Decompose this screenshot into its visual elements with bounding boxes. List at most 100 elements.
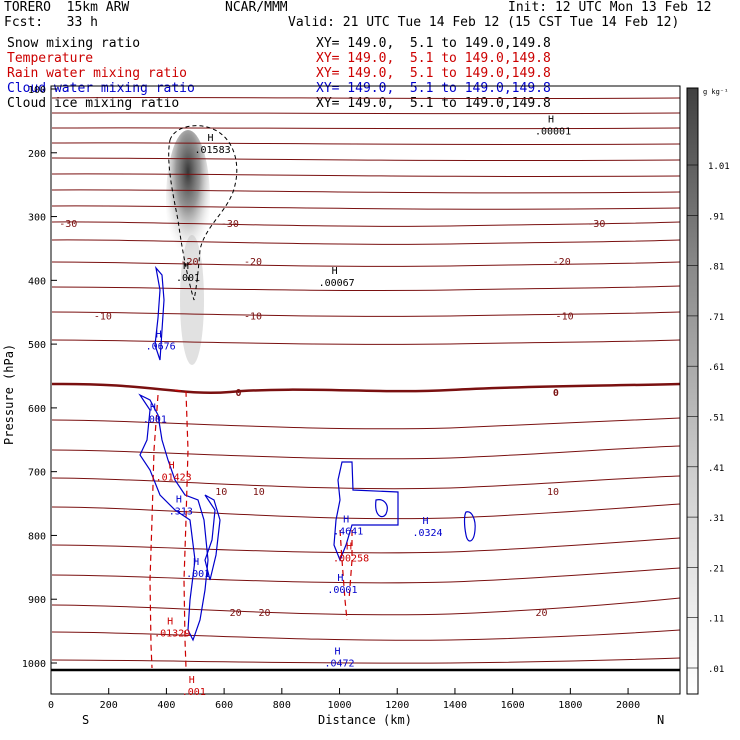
y-tick-label: 700	[28, 468, 46, 479]
temperature-contours	[51, 96, 681, 664]
x-tick-label: 400	[157, 700, 175, 711]
colorbar-tick-label: .11	[708, 615, 724, 625]
colorbar-tick-label: .81	[708, 263, 724, 273]
x-tick-label: 800	[273, 700, 291, 711]
isotherm-label: 0	[236, 388, 242, 399]
isotherm	[51, 382, 681, 395]
isotherm	[51, 173, 681, 177]
x-tick-label: 1400	[443, 700, 467, 711]
y-tick-label: 300	[28, 213, 46, 224]
maximum-value: .01329	[154, 628, 190, 639]
x-tick-label: 1600	[501, 700, 525, 711]
isotherm-label: -20	[553, 257, 571, 268]
maximum-value: .00067	[319, 278, 355, 289]
isotherm-label: -10	[94, 311, 112, 322]
cloud-water-contours	[138, 265, 476, 642]
xy-cloud-ice: XY= 149.0, 5.1 to 149.0,149.8	[316, 96, 551, 111]
field-rain: Rain water mixing ratio	[7, 66, 188, 81]
isotherm-label: 10	[253, 487, 265, 498]
isotherm	[51, 285, 681, 291]
maximum-marker: H	[156, 329, 162, 340]
colorbar: g kg⁻¹ .01 .11 .21 .31 .41 .51 .61 .71 .81 .91 1.0…	[686, 87, 730, 695]
maximum-marker: H	[176, 494, 182, 505]
isotherm-label: -30	[221, 219, 239, 230]
y-tick-label: 100	[28, 85, 46, 96]
isotherm	[51, 445, 681, 460]
maximum-value: .0001	[327, 585, 357, 596]
maximum-marker: H	[169, 461, 175, 472]
model-title: TORERO 15km ARW	[4, 0, 130, 15]
x-axis: 0 200 400 600 800 1000 1200 1400 1600 1800 2000	[48, 688, 640, 711]
colorbar-tick-label: .61	[708, 363, 724, 373]
isotherm	[51, 311, 681, 317]
x-tick-label: 2000	[616, 700, 640, 711]
x-tick-label: 200	[100, 700, 118, 711]
maximum-marker: H	[183, 261, 189, 272]
maximum-value: .001	[176, 273, 200, 284]
isotherm	[51, 142, 681, 146]
isotherm	[51, 189, 681, 194]
colorbar-tick-label: .71	[708, 313, 724, 323]
maximum-marker: H	[167, 616, 173, 627]
isotherm-label: -30	[587, 219, 605, 230]
isotherm	[51, 96, 681, 100]
y-tick-label: 800	[28, 531, 46, 542]
maximum-marker: H	[335, 646, 341, 657]
north-label: N	[657, 713, 664, 727]
x-axis-label: Distance (km)	[318, 713, 412, 727]
isotherm-label: 20	[258, 608, 270, 619]
y-tick-label: 600	[28, 404, 46, 415]
maximum-value: .001	[186, 569, 210, 580]
field-snow: Snow mixing ratio	[7, 36, 141, 51]
maximum-marker: H	[423, 516, 429, 527]
colorbar-unit: g kg⁻¹	[703, 88, 728, 96]
isotherm-label: 10	[547, 487, 559, 498]
maximum-value: .01583	[195, 145, 231, 156]
field-cloud-ice: Cloud ice mixing ratio	[7, 96, 180, 111]
isotherm	[51, 597, 681, 616]
isotherm	[51, 127, 681, 130]
isotherm	[51, 657, 681, 664]
isotherm	[51, 537, 681, 554]
isotherm	[51, 239, 681, 245]
isotherm-label: 10	[215, 487, 227, 498]
y-tick-label: 200	[28, 149, 46, 160]
maximum-value: .001	[182, 687, 206, 698]
y-tick-label: 900	[28, 595, 46, 606]
x-tick-label: 1000	[327, 700, 351, 711]
maximum-value: .001	[143, 415, 167, 426]
maximum-marker: H	[337, 573, 343, 584]
colorbar-tick-label: .21	[708, 564, 724, 574]
y-tick-label: 1000	[22, 659, 46, 670]
colorbar-tick-label: .91	[708, 212, 724, 222]
snow-shading	[166, 130, 210, 365]
x-tick-label: 1200	[385, 700, 409, 711]
maximum-marker: H	[548, 114, 554, 125]
maximum-value: .00001	[535, 126, 571, 137]
isotherm-label: -20	[180, 257, 198, 268]
maximum-value: .4641	[333, 526, 363, 537]
isotherm-label: -20	[244, 257, 262, 268]
maximum-value: .0472	[324, 658, 354, 669]
xy-snow: XY= 149.0, 5.1 to 149.0,149.8	[316, 36, 551, 51]
organization: NCAR/MMM	[225, 0, 288, 15]
maximum-marker: H	[150, 403, 156, 414]
isotherm	[51, 475, 681, 490]
isotherm-label: -10	[556, 311, 574, 322]
isotherm-label: -30	[59, 219, 77, 230]
x-tick-label: 600	[215, 700, 233, 711]
colorbar-tick-label: .01	[708, 665, 724, 675]
south-label: S	[82, 713, 89, 727]
xy-rain: XY= 149.0, 5.1 to 149.0,149.8	[316, 66, 551, 81]
isotherm	[51, 503, 681, 520]
xy-temperature: XY= 149.0, 5.1 to 149.0,149.8	[316, 51, 551, 66]
isotherm	[51, 567, 681, 584]
forecast-hour: Fcst: 33 h	[4, 15, 98, 30]
isotherm-label: -10	[244, 311, 262, 322]
maximum-marker: H	[189, 675, 195, 686]
maximum-marker: H	[343, 514, 349, 525]
field-cloud-water: Cloud water mixing ratio	[7, 81, 195, 96]
isotherm	[51, 205, 681, 210]
maximum-value: .00258	[333, 554, 369, 565]
